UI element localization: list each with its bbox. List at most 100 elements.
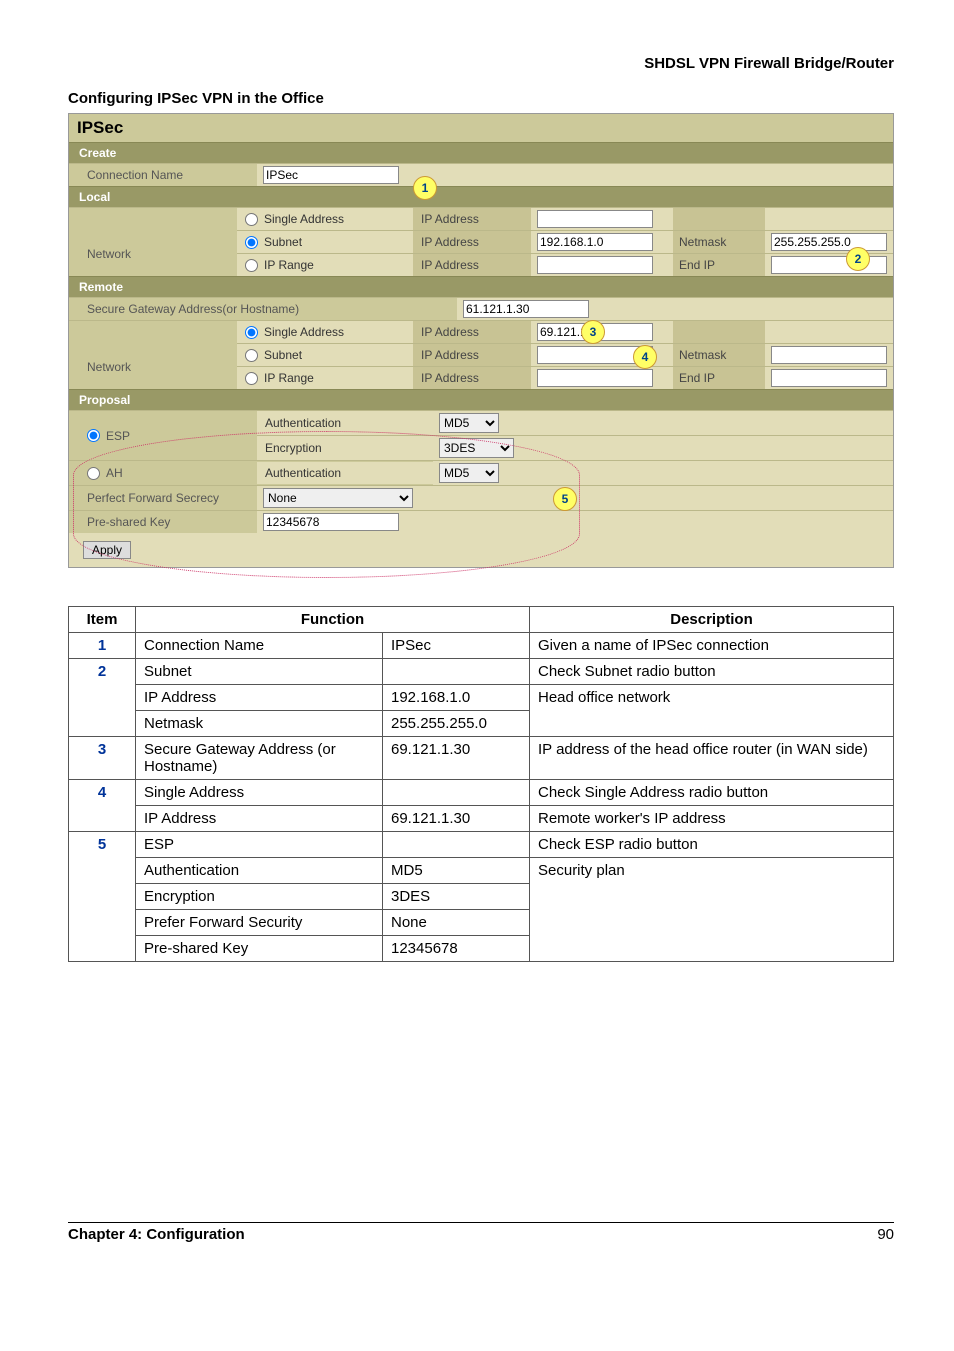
cell-d: Remote worker's IP address bbox=[530, 806, 894, 832]
description-table: Item Function Description 1 Connection N… bbox=[68, 606, 894, 962]
remote-range-end-input[interactable] bbox=[771, 369, 887, 387]
local-single-ip-input[interactable] bbox=[537, 210, 653, 228]
cell-f2: 69.121.1.30 bbox=[383, 806, 530, 832]
cell-d: Check Single Address radio button bbox=[530, 780, 894, 806]
footer-chapter: Chapter 4: Configuration bbox=[68, 1226, 245, 1243]
local-subnet-mask-input[interactable] bbox=[771, 233, 887, 251]
th-description: Description bbox=[530, 607, 894, 633]
local-subnet-radio[interactable] bbox=[245, 236, 258, 249]
th-function: Function bbox=[136, 607, 530, 633]
apply-button[interactable]: Apply bbox=[83, 541, 131, 559]
cell-d: Check ESP radio button bbox=[530, 832, 894, 858]
callout-4: 4 bbox=[633, 345, 657, 369]
endip-caption: End IP bbox=[673, 254, 765, 276]
cell-f1: ESP bbox=[136, 832, 383, 858]
cell-f2: 255.255.255.0 bbox=[383, 711, 530, 737]
cell-f2: 3DES bbox=[383, 884, 530, 910]
r-endip-caption: End IP bbox=[673, 367, 765, 389]
callout-2: 2 bbox=[846, 247, 870, 271]
cell-f1: Encryption bbox=[136, 884, 383, 910]
section-create: Create bbox=[69, 142, 893, 163]
ip-address-caption3: IP Address bbox=[413, 254, 531, 276]
local-network-label: Network bbox=[69, 219, 237, 265]
cell-f1: IP Address bbox=[136, 806, 383, 832]
local-range-radio[interactable] bbox=[245, 259, 258, 272]
cell-f1: Secure Gateway Address (or Hostname) bbox=[136, 737, 383, 780]
ipsec-panel: IPSec Create Connection Name Local Netwo… bbox=[68, 113, 894, 568]
subtitle: Configuring IPSec VPN in the Office bbox=[68, 90, 894, 107]
esp-auth-select[interactable]: MD5 bbox=[439, 413, 499, 433]
remote-single-label: Single Address bbox=[264, 325, 344, 339]
pfs-select[interactable]: None bbox=[263, 488, 413, 508]
ip-address-caption: IP Address bbox=[413, 208, 531, 230]
cell-f2: 12345678 bbox=[383, 936, 530, 962]
sga-label: Secure Gateway Address(or Hostname) bbox=[69, 298, 457, 320]
callout-3: 3 bbox=[581, 320, 605, 344]
cell-f1: IP Address bbox=[136, 685, 383, 711]
r-ip-address-caption3: IP Address bbox=[413, 367, 531, 389]
connection-name-label: Connection Name bbox=[69, 164, 257, 186]
ah-auth-select[interactable]: MD5 bbox=[439, 463, 499, 483]
local-single-label: Single Address bbox=[264, 212, 344, 226]
netmask-caption: Netmask bbox=[673, 231, 765, 253]
local-range-ip-input[interactable] bbox=[537, 256, 653, 274]
cell-f1: Connection Name bbox=[136, 633, 383, 659]
cell-f1: Prefer Forward Security bbox=[136, 910, 383, 936]
remote-range-radio[interactable] bbox=[245, 372, 258, 385]
cell-f1: Subnet bbox=[136, 659, 383, 685]
page-header-product: SHDSL VPN Firewall Bridge/Router bbox=[68, 55, 894, 72]
ah-label: AH bbox=[106, 466, 123, 480]
cell-f1: Netmask bbox=[136, 711, 383, 737]
cell-f2: MD5 bbox=[383, 858, 530, 884]
ip-address-caption2: IP Address bbox=[413, 231, 531, 253]
cell-f2 bbox=[383, 832, 530, 858]
cell-f2: IPSec bbox=[383, 633, 530, 659]
psk-label: Pre-shared Key bbox=[69, 511, 257, 533]
footer-page: 90 bbox=[877, 1226, 894, 1243]
ah-auth-label: Authentication bbox=[257, 462, 433, 484]
connection-name-input[interactable] bbox=[263, 166, 399, 184]
remote-range-ip-input[interactable] bbox=[537, 369, 653, 387]
cell-item: 5 bbox=[69, 832, 136, 962]
cell-f1: Authentication bbox=[136, 858, 383, 884]
esp-auth-label: Authentication bbox=[257, 411, 433, 435]
cell-f2: 69.121.1.30 bbox=[383, 737, 530, 780]
cell-f1: Single Address bbox=[136, 780, 383, 806]
cell-item: 3 bbox=[69, 737, 136, 780]
remote-subnet-radio[interactable] bbox=[245, 349, 258, 362]
cell-d: Check Subnet radio button bbox=[530, 659, 894, 685]
remote-subnet-mask-input[interactable] bbox=[771, 346, 887, 364]
local-single-radio[interactable] bbox=[245, 213, 258, 226]
esp-radio[interactable] bbox=[87, 429, 100, 442]
section-proposal: Proposal bbox=[69, 389, 893, 410]
r-netmask-caption: Netmask bbox=[673, 344, 765, 366]
local-subnet-label: Subnet bbox=[264, 235, 302, 249]
cell-f2 bbox=[383, 659, 530, 685]
callout-1: 1 bbox=[413, 176, 437, 200]
cell-f2: None bbox=[383, 910, 530, 936]
r-ip-address-caption: IP Address bbox=[413, 321, 531, 343]
psk-input[interactable] bbox=[263, 513, 399, 531]
ah-radio[interactable] bbox=[87, 467, 100, 480]
panel-title: IPSec bbox=[69, 114, 893, 142]
cell-d: Given a name of IPSec connection bbox=[530, 633, 894, 659]
esp-label: ESP bbox=[106, 429, 130, 443]
esp-enc-label: Encryption bbox=[257, 436, 433, 460]
local-range-label: IP Range bbox=[264, 258, 314, 272]
remote-single-radio[interactable] bbox=[245, 326, 258, 339]
remote-range-label: IP Range bbox=[264, 371, 314, 385]
local-subnet-ip-input[interactable] bbox=[537, 233, 653, 251]
sga-input[interactable] bbox=[463, 300, 589, 318]
cell-d: IP address of the head office router (in… bbox=[530, 737, 894, 780]
cell-item: 1 bbox=[69, 633, 136, 659]
esp-enc-select[interactable]: 3DES bbox=[439, 438, 514, 458]
cell-item: 4 bbox=[69, 780, 136, 832]
pfs-label: Perfect Forward Secrecy bbox=[69, 487, 257, 509]
cell-item: 2 bbox=[69, 659, 136, 737]
section-remote: Remote bbox=[69, 276, 893, 297]
cell-f2: 192.168.1.0 bbox=[383, 685, 530, 711]
remote-subnet-label: Subnet bbox=[264, 348, 302, 362]
th-item: Item bbox=[69, 607, 136, 633]
section-local: Local bbox=[69, 186, 893, 207]
r-ip-address-caption2: IP Address bbox=[413, 344, 531, 366]
